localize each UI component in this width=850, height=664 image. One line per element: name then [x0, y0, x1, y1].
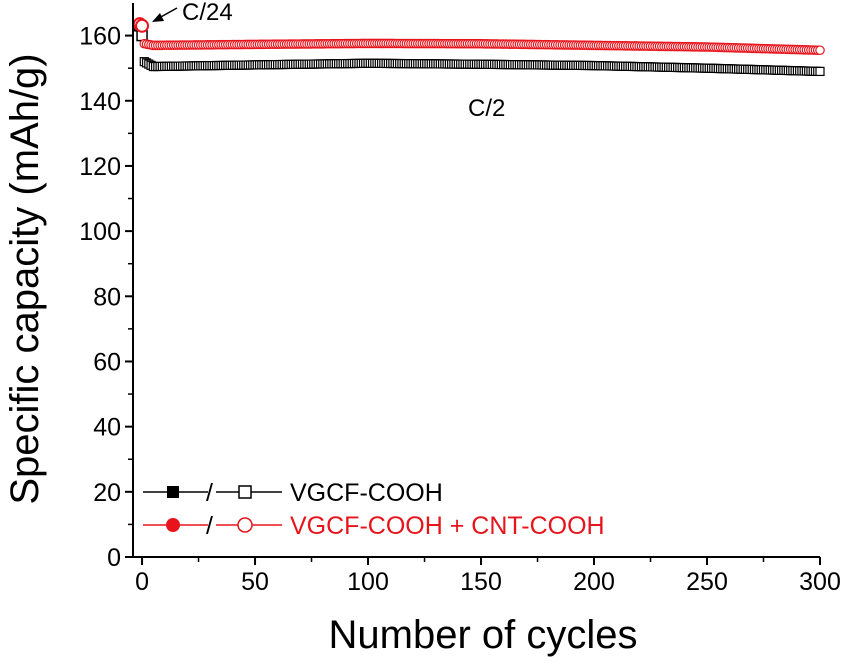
x-tick-label: 50 [241, 568, 269, 596]
legend: / VGCF-COOH / VGCF-COOH + CNT-COOH [143, 479, 605, 540]
annotation-c24: C/24 [182, 0, 233, 26]
x-tick-label: 0 [135, 568, 149, 596]
y-tick-label: 0 [107, 544, 121, 572]
y-tick-label: 160 [79, 23, 121, 51]
tick-label-layer: 0 20 40 60 80 100 120 140 160 0 50 100 150 200 250 300 [79, 23, 841, 596]
y-tick-label: 20 [93, 479, 121, 507]
series-layer [132, 17, 825, 77]
legend-item-vgcf-cnt: / VGCF-COOH + CNT-COOH [143, 512, 605, 540]
x-tick-label: 200 [573, 568, 615, 596]
x-tick-label: 300 [799, 568, 841, 596]
annotation-c2: C/2 [468, 95, 505, 122]
formation-point [135, 18, 150, 33]
y-tick-label: 40 [93, 414, 121, 442]
legend-label-vgcf-cnt: VGCF-COOH + CNT-COOH [290, 512, 605, 540]
y-tick-label: 100 [79, 218, 121, 246]
y-tick-label: 140 [79, 88, 121, 116]
series-0 [134, 20, 825, 77]
data-point [815, 66, 825, 77]
legend-square-filled-icon [167, 486, 179, 498]
legend-item-vgcf: / VGCF-COOH [143, 479, 443, 507]
x-tick-label: 150 [460, 568, 502, 596]
x-tick-label: 250 [686, 568, 728, 596]
x-tick-label: 100 [347, 568, 389, 596]
x-axis-title: Number of cycles [329, 613, 638, 657]
legend-circle-open-icon [237, 517, 253, 533]
legend-separator: / [206, 479, 213, 507]
legend-separator: / [206, 512, 213, 540]
axes-layer [125, 3, 821, 565]
legend-square-open-icon [238, 485, 252, 499]
c24-arrow-line [158, 7, 178, 19]
series-1 [132, 17, 825, 56]
data-point [815, 45, 825, 56]
y-tick-label: 60 [93, 348, 121, 376]
legend-circle-filled-icon [166, 518, 180, 532]
c24-arrow-head [152, 13, 164, 22]
y-tick-label: 80 [93, 283, 121, 311]
legend-label-vgcf: VGCF-COOH [290, 479, 443, 507]
y-axis-title: Specific capacity (mAh/g) [3, 53, 47, 504]
y-tick-label: 120 [79, 153, 121, 181]
